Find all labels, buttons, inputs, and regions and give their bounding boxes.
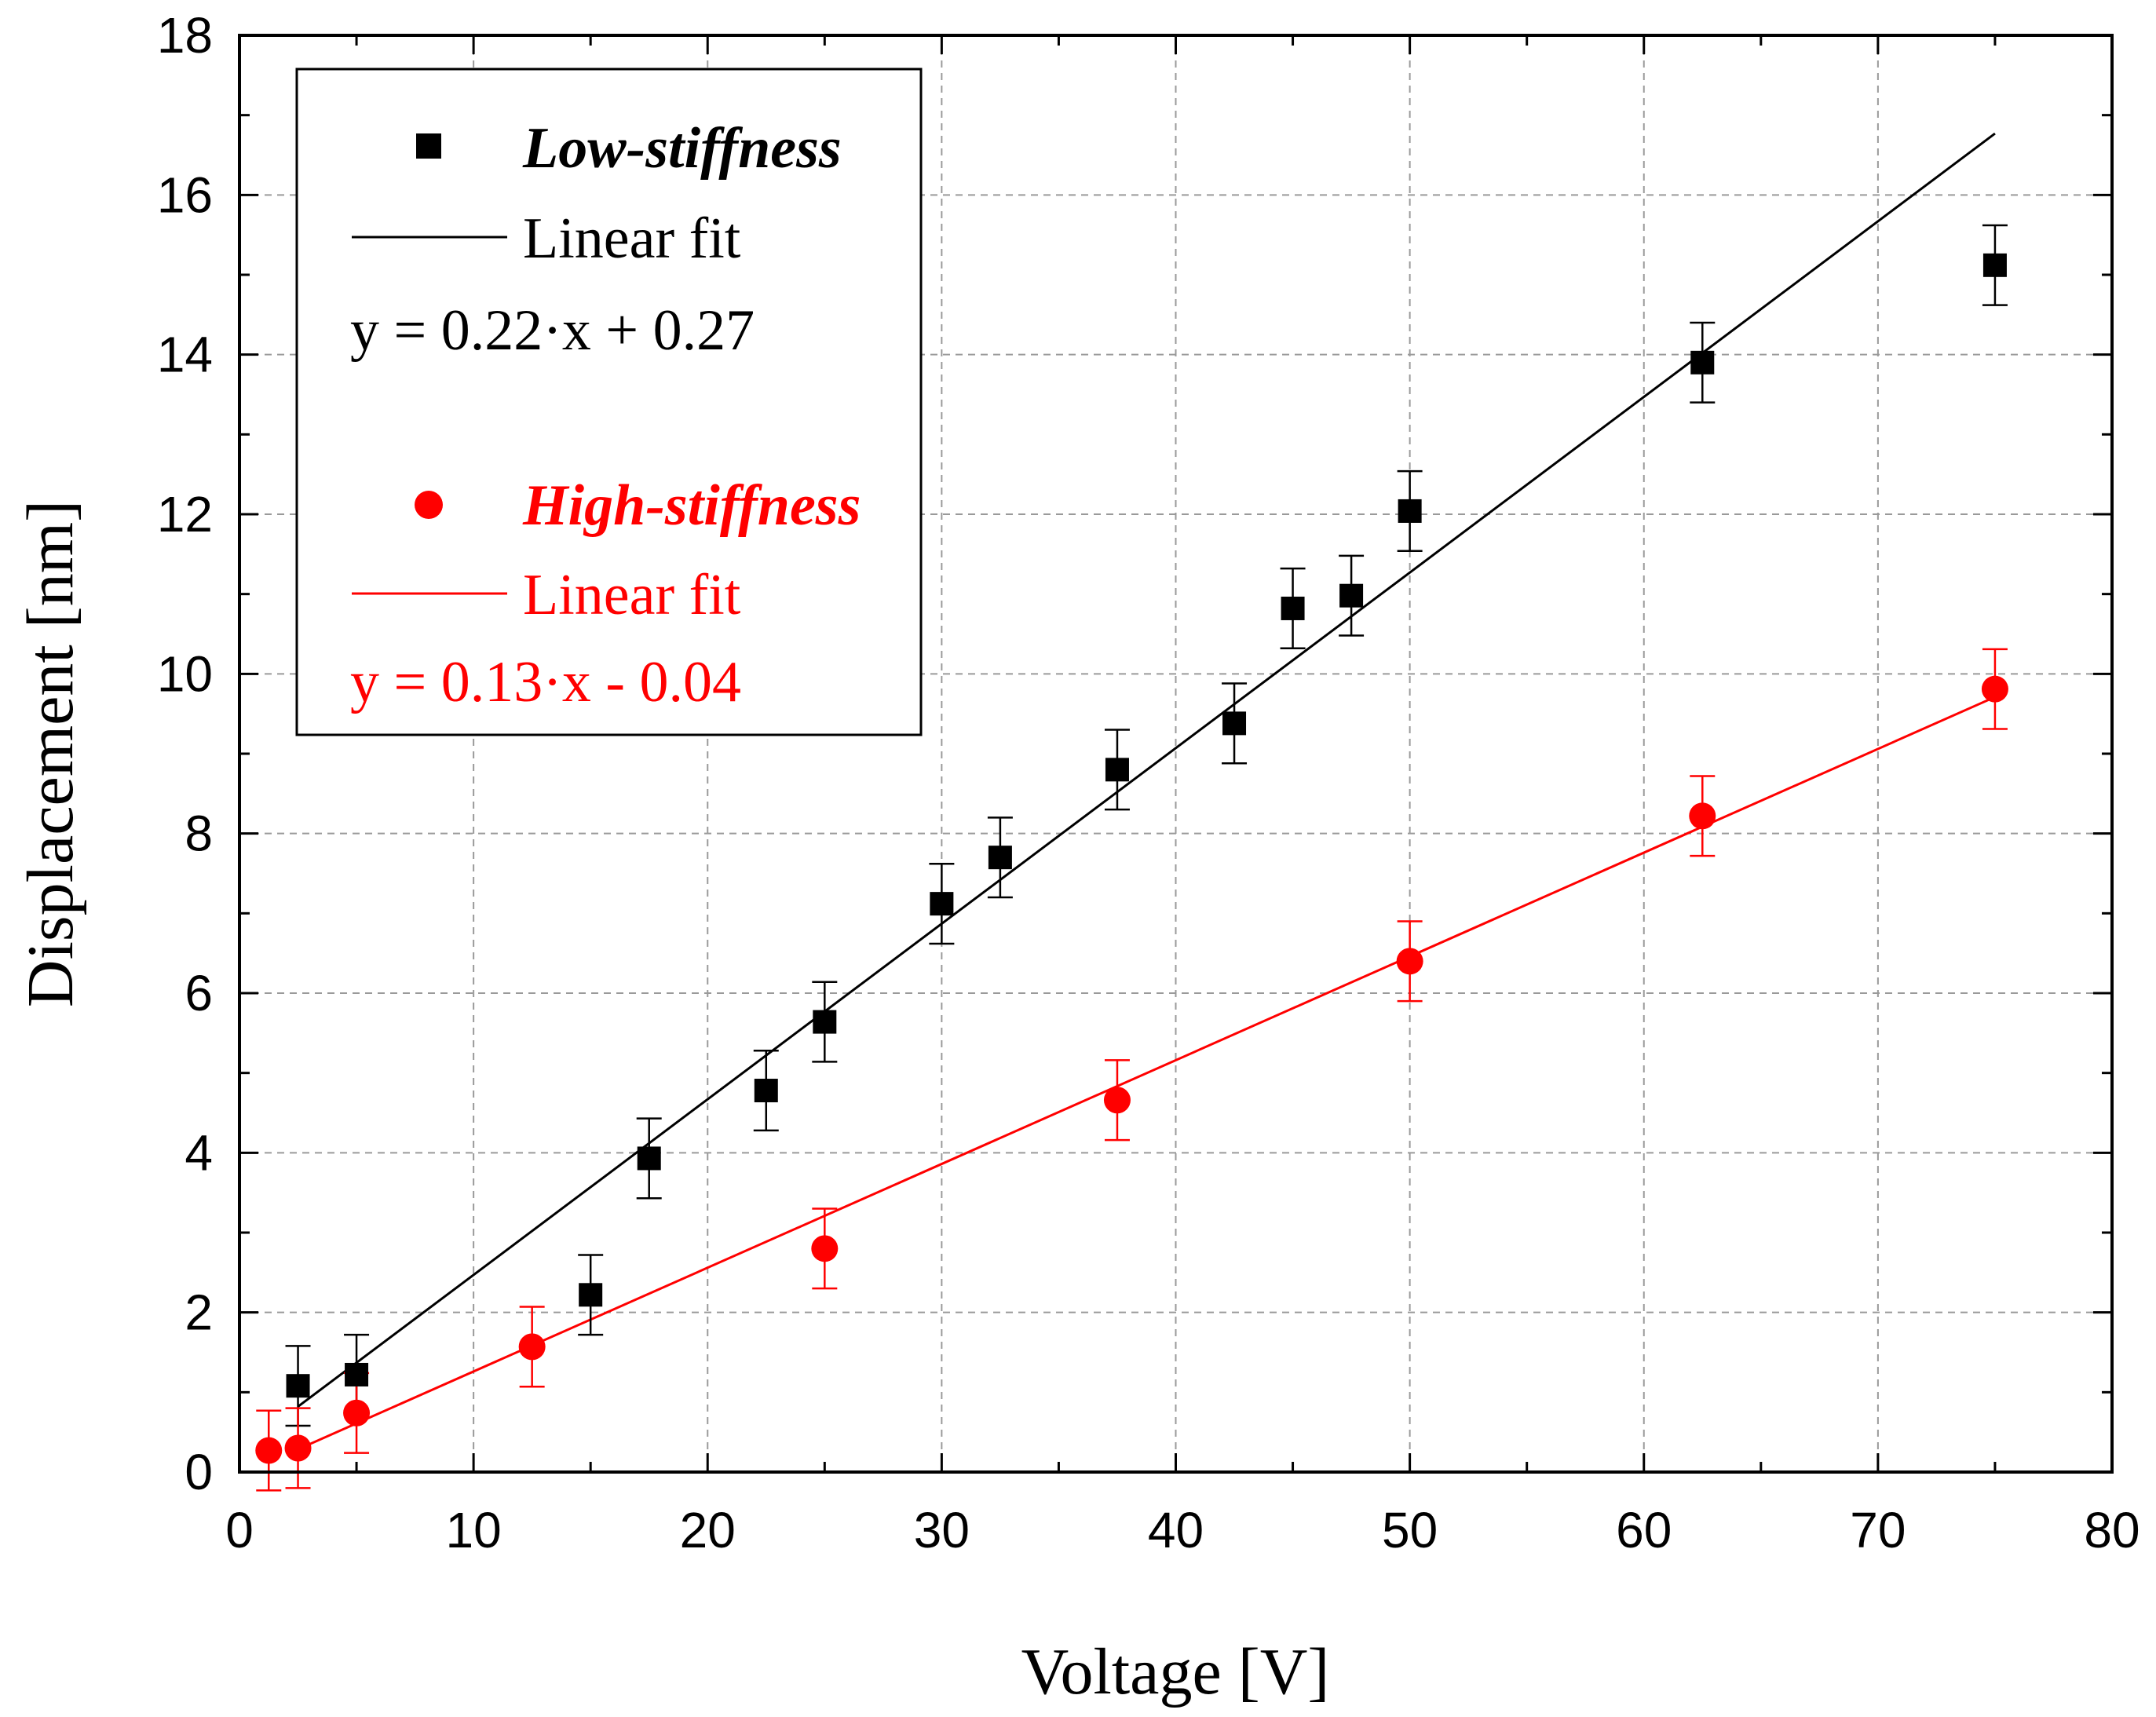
- legend-high-stiffness-label: High-stiffness: [522, 473, 861, 538]
- low-stiffness-point: [345, 1362, 369, 1386]
- axis-ticks: [238, 34, 2114, 1474]
- y-tick-label: 10: [157, 645, 213, 702]
- high-stiffness-point: [343, 1399, 371, 1427]
- low-stiffness-point: [1982, 253, 2007, 277]
- low-stiffness-fit-line: [297, 132, 1996, 1408]
- low-stiffness-point: [579, 1283, 603, 1307]
- y-tick-label: 16: [157, 166, 213, 223]
- tick-labels: 0 10 20 30 40 50 60 70 80 0 2 4 6 8 10 12 14 16 18: [157, 7, 2140, 1558]
- y-tick-label: 8: [185, 806, 213, 862]
- low-stiffness-point: [1690, 350, 1715, 374]
- y-tick-label: 6: [185, 965, 213, 1021]
- y-tick-label: 2: [185, 1284, 213, 1341]
- x-tick-label: 60: [1616, 1502, 1672, 1558]
- low-stiffness-point: [813, 1010, 837, 1034]
- low-stiffness-point: [1222, 711, 1247, 736]
- x-tick-label: 0: [225, 1502, 254, 1558]
- x-tick-label: 80: [2084, 1502, 2140, 1558]
- low-stiffness-point: [988, 846, 1012, 870]
- high-stiffness-point: [1981, 675, 2008, 703]
- y-tick-label: 18: [157, 7, 213, 64]
- low-stiffness-point: [754, 1079, 778, 1103]
- low-stiffness-point: [1398, 499, 1422, 523]
- legend-high-fit-label: Linear fit: [523, 563, 741, 627]
- x-axis-title: Voltage [V]: [1021, 1635, 1330, 1708]
- legend-low-fit-label: Linear fit: [523, 206, 741, 271]
- y-tick-label: 4: [185, 1124, 213, 1181]
- x-tick-label: 40: [1148, 1502, 1204, 1558]
- high-stiffness-point: [811, 1235, 839, 1262]
- legend-low-stiffness-label: Low-stiffness: [522, 116, 842, 181]
- x-tick-label: 10: [446, 1502, 502, 1558]
- y-tick-label: 12: [157, 486, 213, 542]
- x-tick-label: 50: [1382, 1502, 1438, 1558]
- data-markers: [255, 253, 2008, 1464]
- grid-layer: [239, 35, 2112, 1472]
- high-stiffness-point: [1396, 948, 1423, 975]
- low-stiffness-point: [1339, 583, 1364, 608]
- y-tick-label: 14: [157, 327, 213, 383]
- x-tick-label: 30: [914, 1502, 970, 1558]
- x-tick-label: 20: [680, 1502, 736, 1558]
- high-stiffness-fit-line: [297, 696, 1996, 1451]
- high-stiffness-point: [284, 1434, 312, 1462]
- high-stiffness-point: [1103, 1087, 1131, 1114]
- high-stiffness-point: [1689, 802, 1716, 830]
- y-axis-title: Displacement [nm]: [14, 500, 87, 1007]
- legend-box: [295, 68, 923, 736]
- low-stiffness-point: [637, 1146, 661, 1171]
- low-stiffness-point: [1281, 596, 1305, 620]
- x-tick-label: 70: [1850, 1502, 1906, 1558]
- low-stiffness-point: [930, 892, 954, 916]
- high-stiffness-point: [255, 1437, 283, 1464]
- legend: Low-stiffness Linear fit y = 0.22·x + 0.…: [295, 68, 923, 736]
- low-stiffness-point: [1105, 758, 1129, 782]
- low-stiffness-point: [286, 1374, 310, 1398]
- high-stiffness-point: [518, 1333, 546, 1361]
- legend-low-fit-equation: y = 0.22·x + 0.27: [350, 298, 755, 363]
- legend-high-fit-equation: y = 0.13·x - 0.04: [350, 650, 741, 714]
- legend-low-stiffness-marker: [416, 133, 441, 159]
- legend-high-stiffness-marker: [415, 491, 443, 519]
- y-tick-label: 0: [185, 1444, 213, 1500]
